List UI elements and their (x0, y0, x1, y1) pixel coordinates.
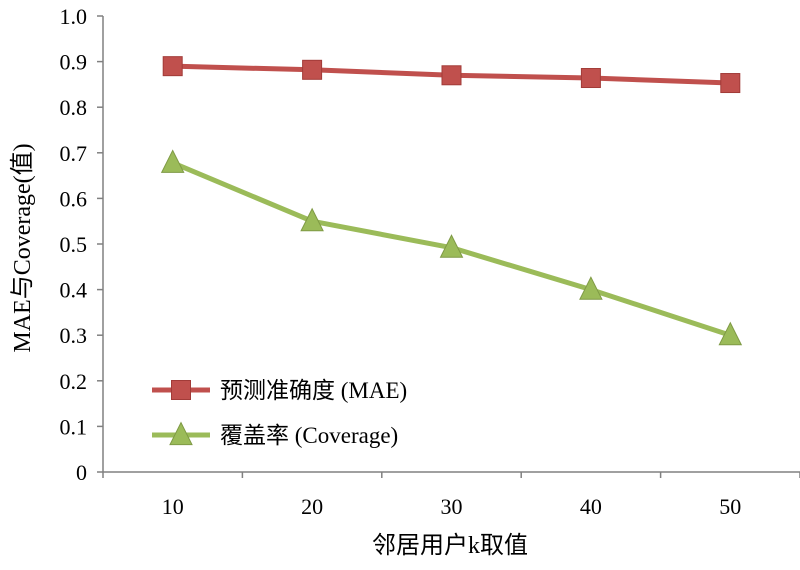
y-axis-title: MAE与Coverage(值) (9, 143, 36, 352)
legend-marker-1 (172, 381, 191, 400)
y-tick-label: 0.7 (60, 141, 88, 166)
series-2-point (162, 150, 184, 172)
x-tick-label: 50 (719, 494, 741, 519)
y-tick-label: 0.4 (60, 278, 88, 303)
y-tick-label: 0.6 (60, 186, 88, 211)
y-tick-label: 0.5 (60, 232, 88, 257)
x-tick-label: 20 (301, 494, 323, 519)
series-1-point (721, 74, 740, 93)
x-tick-label: 40 (580, 494, 602, 519)
x-axis-title: 邻居用户k取值 (372, 532, 528, 559)
series-layer (162, 57, 742, 345)
legend-label-1: 预测准确度 (MAE) (220, 378, 407, 403)
y-tick-label: 0.9 (60, 50, 88, 75)
y-tick-label: 0.3 (60, 323, 88, 348)
legend-label-2: 覆盖率 (Coverage) (220, 423, 398, 448)
x-tick-label: 10 (162, 494, 184, 519)
y-tick-label: 0 (76, 460, 87, 485)
x-tick-label: 30 (441, 494, 463, 519)
series-1-point (163, 57, 182, 76)
y-tick-label: 0.8 (60, 95, 88, 120)
series-1-point (581, 69, 600, 88)
y-tick-label: 0.2 (60, 369, 88, 394)
series-1-point (442, 66, 461, 85)
series-1-point (303, 60, 322, 79)
legend: 预测准确度 (MAE) 覆盖率 (Coverage) (152, 378, 407, 448)
y-tick-label: 1.0 (60, 4, 88, 29)
y-tick-label: 0.1 (60, 414, 88, 439)
